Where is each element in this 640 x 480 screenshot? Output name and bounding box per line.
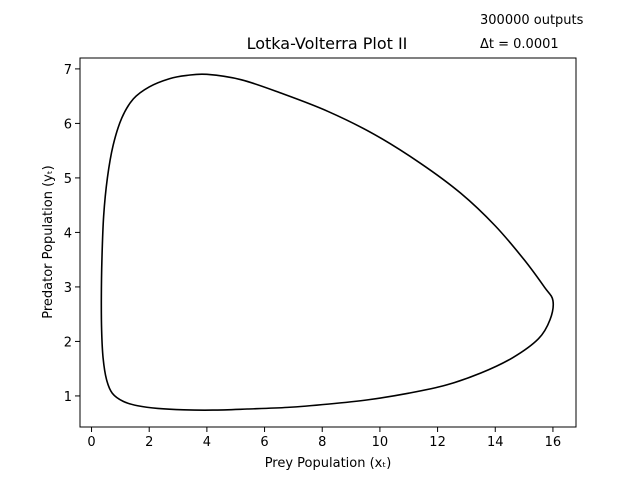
plot-frame <box>79 57 577 428</box>
y-tick-label: 4 <box>64 226 72 241</box>
y-axis-ticks: 1 2 3 4 5 6 7 <box>64 63 80 405</box>
x-tick-label: 14 <box>487 435 504 450</box>
x-tick-label: 10 <box>372 435 389 450</box>
x-tick-label: 4 <box>203 435 211 450</box>
y-tick-label: 1 <box>64 390 72 405</box>
x-tick-label: 16 <box>545 435 562 450</box>
x-tick-label: 8 <box>318 435 326 450</box>
x-axis-ticks: 0 2 4 6 8 10 12 14 16 <box>87 427 561 450</box>
y-axis-label: Predator Population (yₜ) <box>41 165 56 319</box>
x-axis-label: Prey Population (xₜ) <box>265 456 392 471</box>
annotation-outputs: 300000 outputs <box>480 13 584 28</box>
x-tick-label: 2 <box>145 435 153 450</box>
y-tick-label: 2 <box>64 335 72 350</box>
y-tick-label: 3 <box>64 281 72 296</box>
chart-title: Lotka-Volterra Plot II <box>247 34 408 53</box>
x-tick-label: 12 <box>429 435 446 450</box>
annotation-timestep: Δt = 0.0001 <box>480 37 559 52</box>
y-tick-label: 5 <box>64 172 72 187</box>
x-tick-label: 6 <box>260 435 268 450</box>
y-tick-label: 7 <box>64 63 72 78</box>
y-tick-label: 6 <box>64 117 72 132</box>
series-line <box>100 73 555 411</box>
x-tick-label: 0 <box>87 435 95 450</box>
